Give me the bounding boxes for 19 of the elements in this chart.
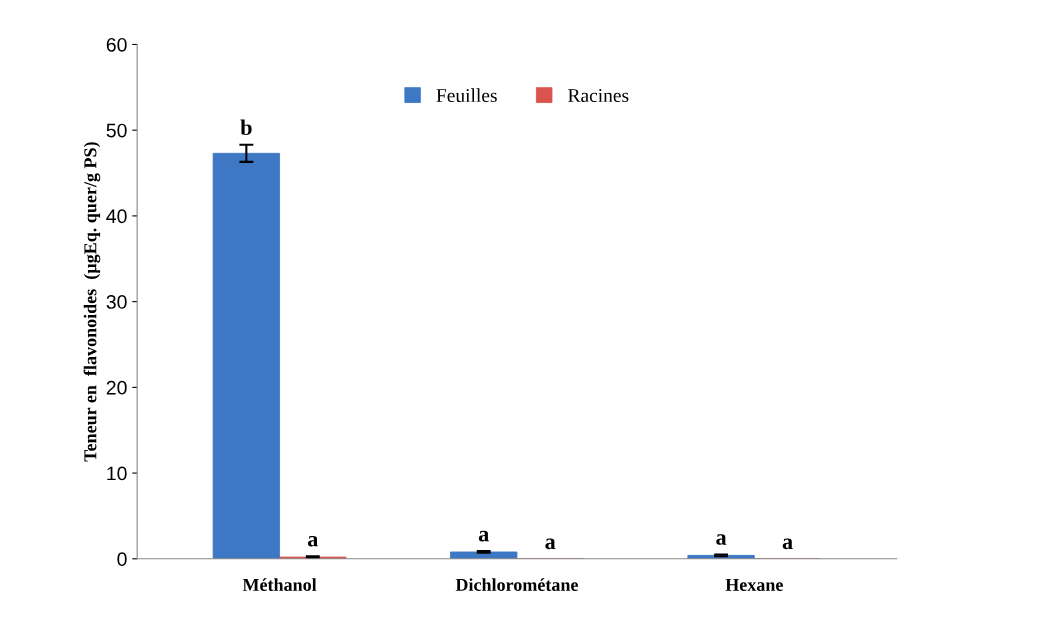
data-label: a	[307, 535, 319, 547]
y-tick-label: 20	[106, 380, 127, 395]
data-label: a	[478, 530, 489, 542]
y-tick-label: 10	[107, 466, 127, 481]
data-label: a	[716, 534, 727, 545]
legend-label: Feuilles	[436, 88, 497, 103]
x-tick-label: Méthanol	[242, 578, 317, 591]
y-axis-title: Teneur en flavonoides (µgEq. quer/g PS)	[83, 142, 101, 462]
y-tick-label: 30	[106, 295, 127, 309]
data-label: b	[240, 119, 252, 136]
y-tick-label: 0	[117, 552, 127, 567]
data-label: a	[782, 538, 793, 550]
y-tick-label: 60	[106, 37, 127, 52]
y-tick-label: 40	[106, 209, 127, 224]
x-tick-label: Hexane	[725, 578, 783, 591]
y-tick-label: 50	[106, 123, 127, 138]
x-tick-label: Dichlorométane	[455, 578, 578, 591]
legend-label: Racines	[568, 88, 629, 103]
data-label: a	[545, 538, 556, 550]
